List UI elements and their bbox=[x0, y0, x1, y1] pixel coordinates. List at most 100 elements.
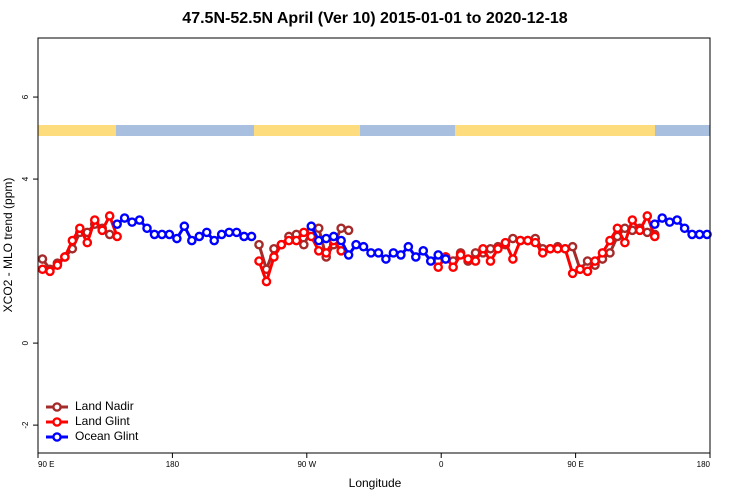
data-point bbox=[537, 248, 548, 258]
data-point bbox=[567, 241, 578, 252]
data-point bbox=[299, 239, 309, 250]
data-point bbox=[299, 227, 309, 238]
data-point bbox=[605, 248, 615, 258]
data-point bbox=[664, 217, 675, 227]
data-point bbox=[463, 254, 473, 264]
data-point bbox=[104, 211, 115, 221]
data-point bbox=[358, 241, 369, 252]
data-point bbox=[134, 215, 145, 225]
data-point bbox=[343, 250, 354, 260]
data-point bbox=[567, 268, 578, 279]
data-point bbox=[493, 243, 503, 254]
data-point bbox=[313, 223, 324, 234]
data-point bbox=[687, 229, 697, 240]
data-point bbox=[60, 252, 70, 262]
data-point bbox=[291, 235, 302, 246]
data-point bbox=[306, 221, 317, 232]
data-point bbox=[284, 235, 294, 246]
data-point bbox=[37, 254, 48, 264]
y-tick-label: -2 bbox=[21, 421, 30, 429]
data-point bbox=[313, 235, 324, 246]
data-point bbox=[112, 219, 122, 229]
data-point bbox=[425, 256, 436, 266]
data-point bbox=[605, 235, 615, 246]
data-point bbox=[433, 250, 444, 260]
data-point bbox=[45, 266, 55, 277]
data-point bbox=[433, 262, 444, 273]
data-point bbox=[530, 237, 541, 248]
data-point bbox=[582, 266, 593, 277]
data-point bbox=[201, 227, 212, 238]
data-point bbox=[254, 239, 264, 250]
data-point bbox=[620, 237, 630, 248]
data-point bbox=[552, 243, 563, 254]
data-point bbox=[642, 227, 653, 238]
data-point bbox=[149, 229, 160, 240]
data-point bbox=[239, 231, 249, 242]
x-tick-label: 90 E bbox=[567, 460, 583, 469]
data-point bbox=[112, 231, 122, 242]
data-point bbox=[396, 250, 406, 260]
data-point bbox=[515, 235, 526, 246]
data-point bbox=[366, 248, 376, 258]
data-point bbox=[649, 231, 660, 242]
data-point bbox=[485, 243, 496, 254]
data-point bbox=[478, 243, 488, 254]
data-point bbox=[649, 219, 660, 229]
plot-frame bbox=[37, 37, 711, 454]
data-point bbox=[142, 223, 152, 234]
data-point bbox=[694, 229, 705, 240]
data-point bbox=[82, 237, 93, 248]
data-point bbox=[336, 235, 346, 246]
data-point bbox=[635, 225, 645, 236]
data-point bbox=[485, 256, 496, 266]
data-point bbox=[75, 223, 85, 234]
data-point bbox=[216, 229, 227, 240]
data-point bbox=[523, 235, 533, 246]
land-band bbox=[254, 125, 360, 136]
data-point bbox=[575, 264, 585, 275]
land-ocean-band bbox=[38, 125, 710, 136]
data-point bbox=[37, 264, 48, 275]
data-point bbox=[403, 241, 414, 252]
data-point bbox=[164, 229, 175, 240]
data-point bbox=[336, 223, 346, 234]
y-tick-label: 6 bbox=[21, 94, 30, 99]
data-point bbox=[246, 231, 257, 242]
data-point bbox=[560, 243, 570, 254]
x-tick-label: 90 W bbox=[297, 460, 316, 469]
data-point bbox=[104, 229, 115, 240]
data-point bbox=[657, 213, 668, 223]
data-point bbox=[224, 227, 234, 238]
data-point bbox=[597, 248, 608, 258]
legend-marker bbox=[52, 417, 62, 427]
data-point bbox=[470, 256, 481, 266]
data-point bbox=[52, 260, 63, 270]
data-point bbox=[500, 237, 511, 248]
data-point bbox=[627, 215, 638, 225]
x-tick-label: 180 bbox=[697, 460, 711, 469]
data-point bbox=[119, 213, 130, 223]
data-point bbox=[328, 231, 339, 242]
data-point bbox=[269, 252, 279, 262]
data-point bbox=[172, 233, 182, 244]
x-tick-label: 180 bbox=[166, 460, 180, 469]
ocean-band bbox=[38, 125, 710, 136]
data-point bbox=[508, 254, 518, 264]
data-point bbox=[187, 235, 197, 246]
data-point bbox=[440, 254, 451, 264]
data-point bbox=[276, 239, 287, 250]
data-point bbox=[672, 215, 682, 225]
data-point bbox=[321, 248, 332, 258]
data-point bbox=[179, 221, 190, 232]
legend-marker bbox=[52, 432, 62, 442]
data-point bbox=[612, 223, 623, 234]
data-point bbox=[373, 248, 384, 258]
data-point bbox=[448, 262, 458, 273]
data-point bbox=[642, 211, 653, 221]
data-point bbox=[418, 246, 429, 256]
data-point bbox=[336, 246, 346, 256]
data-point bbox=[411, 252, 421, 262]
data-point bbox=[545, 243, 556, 254]
land-band bbox=[455, 125, 655, 136]
